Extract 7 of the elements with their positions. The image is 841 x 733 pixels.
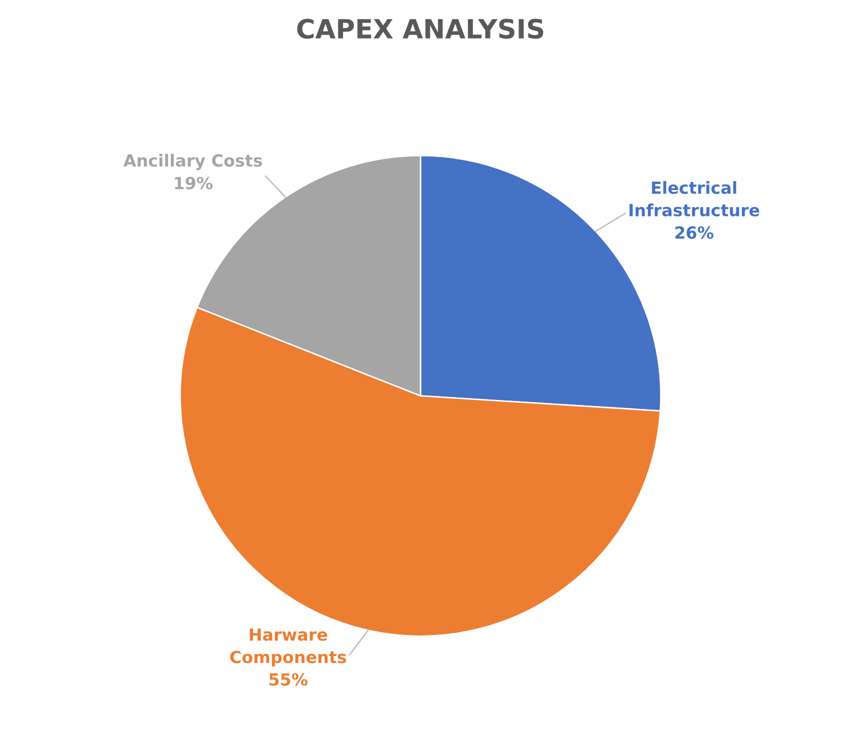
slice-label: Electrical Infrastructure <box>630 181 760 216</box>
data-label: 26% <box>675 226 714 239</box>
data-label: 55% <box>269 673 308 686</box>
slice-label: Ancillary Costs <box>123 154 262 170</box>
chart-title: CAPEX ANALYSIS <box>297 18 544 39</box>
data-label: 19% <box>175 176 213 190</box>
slice-label: Harware Components <box>230 628 346 667</box>
